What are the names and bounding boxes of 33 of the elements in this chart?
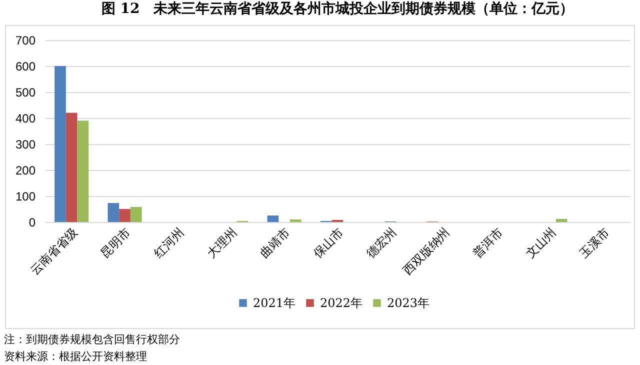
x-tick-label: 红河州	[151, 225, 186, 260]
text: 资料来源：根据公开资料整理	[4, 349, 148, 365]
y-tick-label: 0	[28, 216, 36, 230]
x-tick-label: 保山市	[310, 225, 346, 260]
y-tick-label: 400	[15, 112, 36, 126]
x-tick-label: 普洱市	[470, 225, 506, 260]
legend-label: 2023年	[387, 296, 430, 310]
y-tick-label: 100	[15, 190, 36, 204]
bar	[54, 66, 66, 222]
y-tick-label: 300	[15, 138, 36, 152]
y-tick-label: 500	[15, 86, 36, 100]
bar	[77, 120, 89, 222]
chart-title: 图 12 未来三年云南省省级及各州市城投企业到期债券规模（单位：亿元）	[101, 0, 574, 17]
y-tick-label: 600	[15, 60, 36, 74]
bar	[267, 216, 279, 222]
y-tick-label: 200	[15, 164, 36, 178]
x-tick-label: 西双版纳州	[400, 225, 452, 278]
x-tick-label: 文山州	[523, 225, 559, 260]
bar	[130, 206, 142, 222]
text: 注：到期债券规模包含回售行权部分	[4, 332, 180, 348]
x-tick-label: 大理州	[204, 225, 240, 260]
bar	[66, 112, 78, 222]
x-tick-label: 德宏州	[364, 225, 400, 260]
bar	[290, 219, 302, 222]
x-tick-label: 曲靖市	[257, 225, 293, 260]
bar	[108, 203, 120, 222]
x-tick-label: 玉溪市	[576, 225, 612, 260]
legend-label: 2022年	[320, 296, 363, 310]
bar	[119, 209, 130, 222]
x-tick-label: 昆明市	[98, 225, 134, 260]
legend-label: 2021年	[253, 296, 296, 310]
y-tick-label: 700	[15, 34, 36, 48]
bar	[556, 218, 568, 222]
